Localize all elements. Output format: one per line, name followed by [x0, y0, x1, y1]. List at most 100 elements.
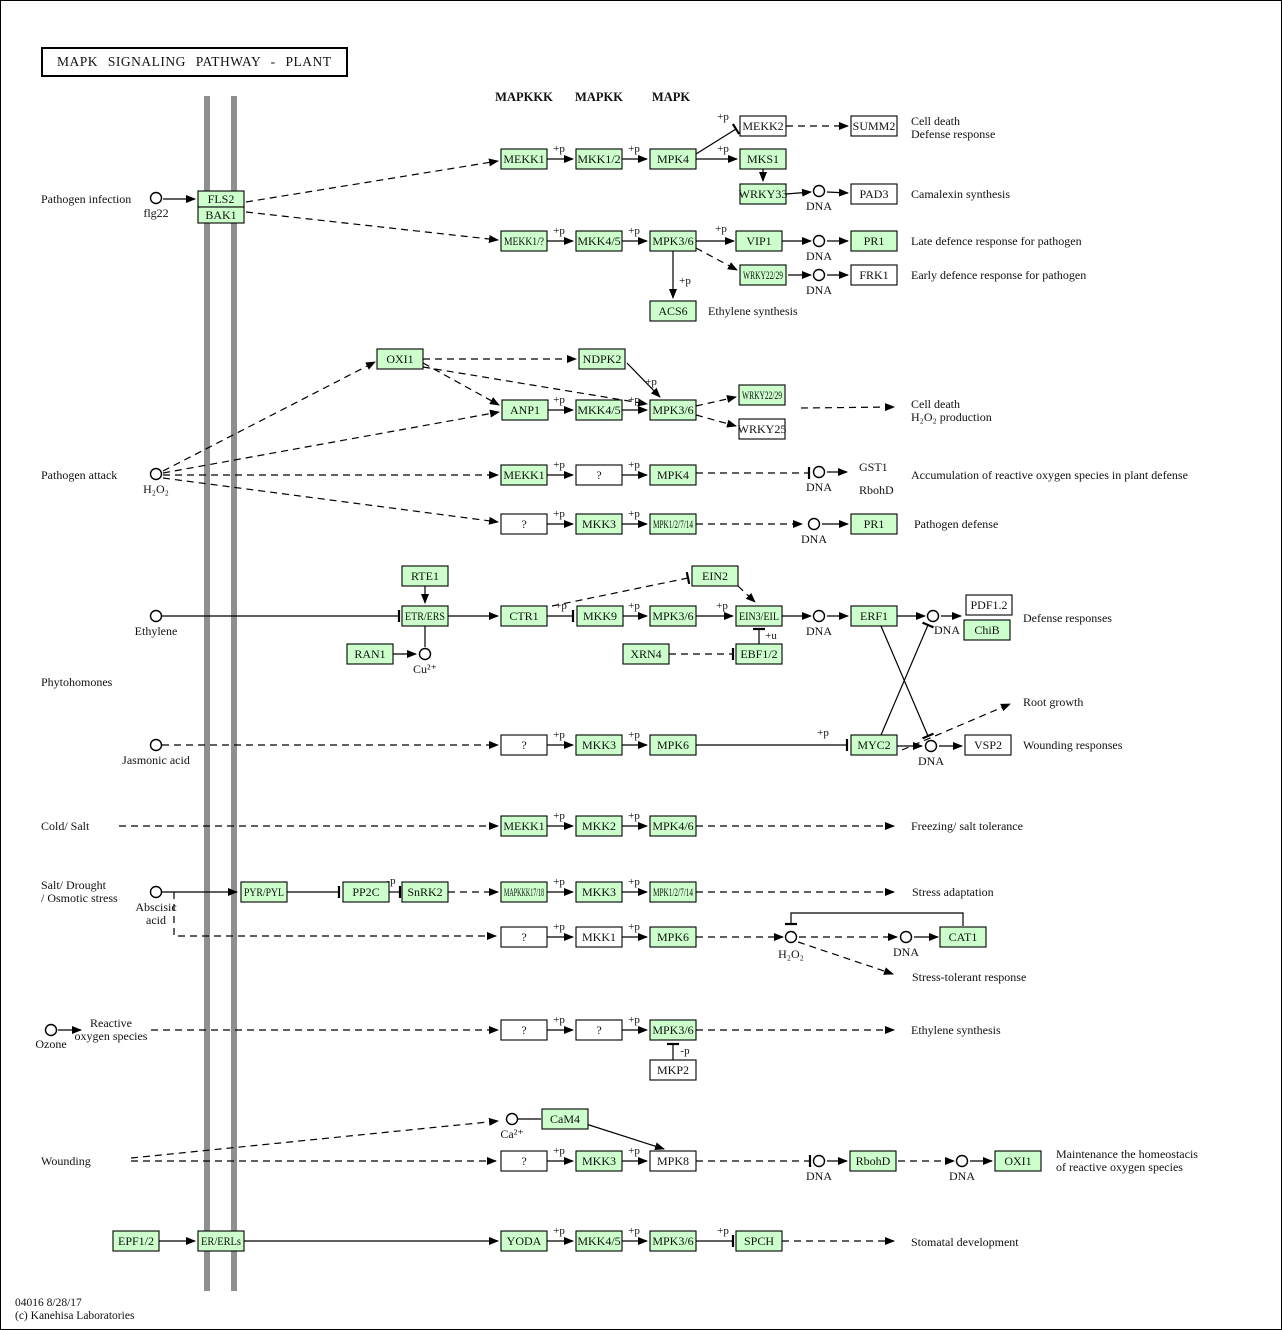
node-mkk3[interactable]: MKK3: [575, 734, 623, 756]
node-box-ctr1[interactable]: [500, 605, 548, 627]
node-mpk1-2-7-14[interactable]: MPK1/2/7/14: [649, 881, 697, 903]
compound-dna[interactable]: [924, 739, 938, 753]
node-snrk2[interactable]: SnRK2: [401, 881, 449, 903]
node-box-q[interactable]: [575, 1019, 623, 1041]
node-q[interactable]: ?: [500, 1150, 548, 1172]
node-box-mkk4-5[interactable]: [575, 230, 623, 252]
node-box-wrky22-29[interactable]: [738, 384, 786, 406]
node-box-ein2[interactable]: [691, 565, 739, 587]
node-mpk4-6[interactable]: MPK4/6: [649, 815, 697, 837]
node-anp1[interactable]: ANP1: [501, 399, 549, 421]
node-mkk2[interactable]: MKK2: [575, 815, 623, 837]
node-pr1[interactable]: PR1: [850, 230, 898, 252]
node-box-wrky22-29[interactable]: [739, 264, 787, 286]
node-mkk4-5[interactable]: MKK4/5: [575, 230, 623, 252]
node-box-rbohd[interactable]: [849, 1150, 897, 1172]
node-mekk1[interactable]: MEKK1: [500, 148, 548, 170]
node-box-acs6[interactable]: [649, 300, 697, 322]
node-box-anp1[interactable]: [501, 399, 549, 421]
node-mpk1-2-7-14[interactable]: MPK1/2/7/14: [649, 513, 697, 535]
node-box-epf1-2[interactable]: [112, 1230, 160, 1252]
node-box-q[interactable]: [500, 734, 548, 756]
node-oxi1[interactable]: OXI1: [376, 348, 424, 370]
node-box-ebf1-2[interactable]: [735, 643, 783, 665]
compound-dna[interactable]: [812, 268, 826, 282]
node-rte1[interactable]: RTE1: [401, 565, 449, 587]
node-box-mpk6[interactable]: [649, 734, 697, 756]
node-box-myc2[interactable]: [850, 734, 898, 756]
node-box-mekk2[interactable]: [739, 115, 787, 137]
node-box-pp2c[interactable]: [342, 881, 390, 903]
node-q[interactable]: ?: [575, 1019, 623, 1041]
node-box-mkk3[interactable]: [575, 734, 623, 756]
node-box-yoda[interactable]: [500, 1230, 548, 1252]
node-box-mpk3-6[interactable]: [649, 1230, 697, 1252]
node-box-wrky25[interactable]: [738, 418, 786, 440]
node-box-pr1[interactable]: [850, 230, 898, 252]
node-box-rte1[interactable]: [401, 565, 449, 587]
node-box-ran1[interactable]: [346, 643, 394, 665]
compound-cu[interactable]: [418, 647, 432, 661]
node-mpk4[interactable]: MPK4: [649, 148, 697, 170]
compound-dna[interactable]: [812, 1154, 826, 1168]
node-ndpk2[interactable]: NDPK2: [578, 348, 626, 370]
node-box-pdf1-2[interactable]: [965, 594, 1013, 616]
node-mkp2[interactable]: MKP2: [649, 1059, 697, 1081]
node-box-mpk1-2-7-14[interactable]: [649, 513, 697, 535]
node-box-oxi1[interactable]: [376, 348, 424, 370]
node-box-etr-ers[interactable]: [401, 605, 449, 627]
node-pyr-pyl[interactable]: PYR/PYL: [240, 881, 288, 903]
node-mekk1[interactable]: MEKK1/?: [500, 230, 548, 252]
node-box-q[interactable]: [575, 464, 623, 486]
node-mkk3[interactable]: MKK3: [575, 881, 623, 903]
node-bak1[interactable]: BAK1: [197, 206, 245, 224]
node-vsp2[interactable]: VSP2: [964, 734, 1012, 756]
compound-h-o[interactable]: [149, 467, 163, 481]
node-box-vsp2[interactable]: [964, 734, 1012, 756]
node-box-q[interactable]: [500, 1150, 548, 1172]
node-box-mpk4-6[interactable]: [649, 815, 697, 837]
compound-dna[interactable]: [807, 517, 821, 531]
node-mpk3-6[interactable]: MPK3/6: [649, 605, 697, 627]
compound-dna[interactable]: [926, 609, 940, 623]
node-mkk4-5[interactable]: MKK4/5: [575, 399, 623, 421]
node-box-oxi1[interactable]: [994, 1150, 1042, 1172]
node-box-mkk3[interactable]: [575, 1150, 623, 1172]
node-box-pr1[interactable]: [850, 513, 898, 535]
node-mks1[interactable]: MKS1: [739, 148, 787, 170]
node-box-summ2[interactable]: [850, 115, 898, 137]
node-rbohd[interactable]: RbohD: [849, 1150, 897, 1172]
node-box-mkk9[interactable]: [576, 605, 624, 627]
node-box-mkk4-5[interactable]: [575, 1230, 623, 1252]
node-ebf1-2[interactable]: EBF1/2: [735, 643, 783, 665]
compound-dna[interactable]: [955, 1154, 969, 1168]
compound-dna[interactable]: [899, 930, 913, 944]
node-box-mkk1-2[interactable]: [575, 148, 623, 170]
node-box-frk1[interactable]: [850, 264, 898, 286]
node-box-mpk3-6[interactable]: [649, 605, 697, 627]
node-oxi1[interactable]: OXI1: [994, 1150, 1042, 1172]
node-mpk3-6[interactable]: MPK3/6: [649, 1019, 697, 1041]
node-box-mpk6[interactable]: [649, 926, 697, 948]
node-box-mpk4[interactable]: [649, 464, 697, 486]
node-pad3[interactable]: PAD3: [850, 183, 898, 205]
node-summ2[interactable]: SUMM2: [850, 115, 898, 137]
node-box-q[interactable]: [500, 926, 548, 948]
node-cam4[interactable]: CaM4: [541, 1108, 589, 1130]
node-ein2[interactable]: EIN2: [691, 565, 739, 587]
node-pp2c[interactable]: PP2C: [342, 881, 390, 903]
node-wrky22-29[interactable]: WRKY22/29: [739, 264, 787, 286]
node-etr-ers[interactable]: ETR/ERS: [401, 605, 449, 627]
node-pr1[interactable]: PR1: [850, 513, 898, 535]
node-box-mpk1-2-7-14[interactable]: [649, 881, 697, 903]
node-box-bak1[interactable]: [197, 206, 245, 224]
node-box-mkk3[interactable]: [575, 513, 623, 535]
node-vip1[interactable]: VIP1: [735, 230, 783, 252]
node-box-cam4[interactable]: [541, 1108, 589, 1130]
compound-jasmonic-acid[interactable]: [149, 738, 163, 752]
node-box-er-erls[interactable]: [197, 1230, 245, 1252]
node-box-mkk2[interactable]: [575, 815, 623, 837]
compound-dna[interactable]: [812, 609, 826, 623]
node-box-mpk4[interactable]: [649, 148, 697, 170]
node-box-mekk1[interactable]: [500, 464, 548, 486]
